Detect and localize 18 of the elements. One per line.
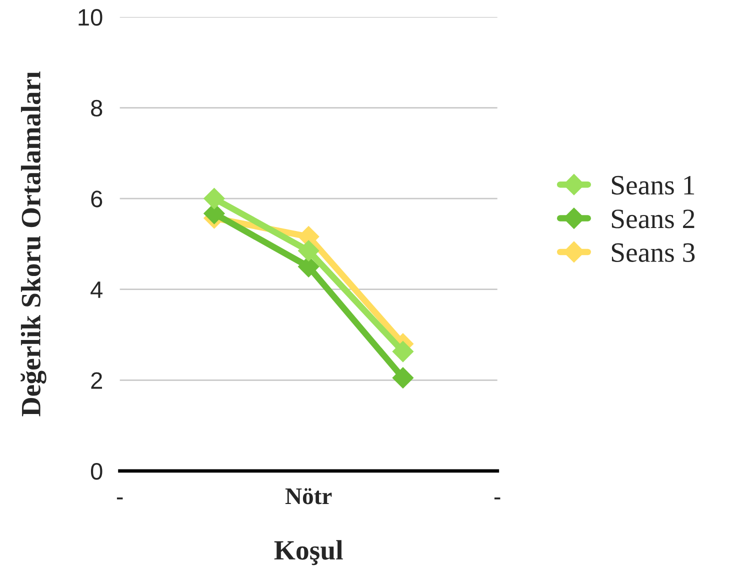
point: [203, 188, 226, 210]
y-tick-label: 8: [91, 100, 102, 117]
y-tick-label: 6: [91, 190, 102, 208]
legend-label: Seans 2: [612, 210, 694, 228]
point: [392, 340, 414, 362]
x-axis-title: Koşul: [274, 540, 343, 566]
x-tick-label: Nötr: [285, 488, 332, 504]
legend-label: Seans 3: [612, 243, 695, 262]
point: [298, 240, 320, 262]
point: [392, 367, 414, 389]
x-tick-label: -: [494, 498, 500, 500]
y-tick-label: 10: [78, 9, 102, 26]
y-axis-title: Değerlik Skoru Ortalamaları: [20, 72, 46, 416]
y-tick-label: 0: [90, 462, 102, 480]
legend-label: Seans 1: [612, 176, 694, 195]
y-tick-label: 2: [91, 372, 102, 389]
x-tick-label: -: [116, 498, 123, 500]
y-tick-label: 4: [90, 282, 102, 298]
